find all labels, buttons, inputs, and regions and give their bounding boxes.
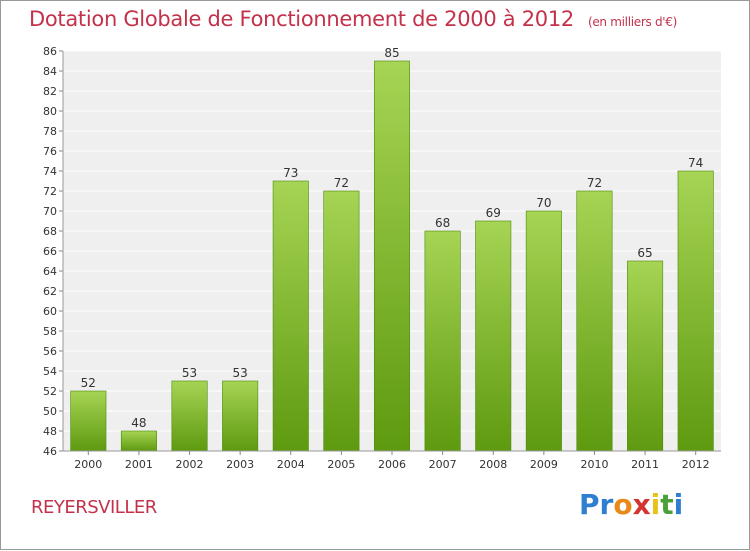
bar-value-label: 72 [334, 176, 349, 190]
bar-value-label: 48 [131, 416, 146, 430]
y-tick-label: 52 [43, 385, 57, 398]
x-tick-label: 2010 [580, 458, 608, 471]
bars [70, 60, 714, 452]
x-tick-label: 2011 [631, 458, 659, 471]
y-tick-label: 74 [43, 165, 57, 178]
y-tick-label: 58 [43, 325, 57, 338]
y-tick-label: 50 [43, 405, 57, 418]
y-tick-label: 82 [43, 85, 57, 98]
bar-2008 [475, 220, 512, 452]
bar-value-label: 70 [536, 196, 551, 210]
y-tick-label: 54 [43, 365, 57, 378]
y-tick-label: 70 [43, 205, 57, 218]
y-tick-label: 62 [43, 285, 57, 298]
chart-unit: (en milliers d'€) [587, 15, 677, 29]
bar-2012 [677, 170, 714, 452]
y-tick-label: 80 [43, 105, 57, 118]
x-tick-label: 2007 [429, 458, 457, 471]
chart-title: Dotation Globale de Fonctionnement de 20… [29, 7, 677, 31]
y-tick-label: 84 [43, 65, 57, 78]
logo-letter: o [613, 488, 633, 521]
logo-letter: t [660, 488, 674, 521]
y-tick-label: 60 [43, 305, 57, 318]
x-tick-label: 2001 [125, 458, 153, 471]
y-tick-label: 68 [43, 225, 57, 238]
bar-2000 [70, 390, 107, 452]
x-tick-label: 2002 [176, 458, 204, 471]
bar-2010 [576, 190, 613, 452]
bar-2004 [272, 180, 309, 452]
bar-2009 [525, 210, 562, 452]
x-tick-label: 2000 [74, 458, 102, 471]
logo-letter: i [673, 488, 684, 521]
bar-2006 [373, 60, 411, 452]
x-tick-label: 2012 [682, 458, 710, 471]
x-tick-label: 2004 [277, 458, 305, 471]
y-tick-label: 78 [43, 125, 57, 138]
logo-letter: r [599, 488, 614, 521]
y-tick-label: 86 [43, 45, 57, 58]
x-tick-label: 2005 [327, 458, 355, 471]
bar-2011 [627, 260, 664, 452]
bar-value-label: 68 [435, 216, 450, 230]
logo-letter: i [650, 488, 661, 521]
bar-2003 [222, 380, 259, 452]
x-tick-label: 2003 [226, 458, 254, 471]
bar-value-label: 65 [637, 246, 652, 260]
commune-name: REYERSVILLER [31, 497, 157, 518]
bar-2001 [120, 430, 157, 452]
x-tick-label: 2008 [479, 458, 507, 471]
y-tick-label: 64 [43, 265, 57, 278]
bar-value-label: 53 [233, 366, 248, 380]
axes [59, 50, 721, 455]
bar-value-label: 72 [587, 176, 602, 190]
x-tick-label: 2006 [378, 458, 406, 471]
y-tick-label: 48 [43, 425, 57, 438]
bar-2005 [323, 190, 360, 452]
bar-value-label: 74 [688, 156, 703, 170]
bar-value-label: 73 [283, 166, 298, 180]
labels: 46 48 50 52 54 56 58 60 62 64 66 68 70 72 74 76 78 80 82 84… [43, 45, 710, 471]
bar-value-label: 69 [486, 206, 501, 220]
logo-letter: P [579, 488, 600, 521]
bar-2007 [424, 230, 461, 452]
y-tick-label: 76 [43, 145, 57, 158]
bar-value-label: 53 [182, 366, 197, 380]
y-tick-label: 72 [43, 185, 57, 198]
x-tick-label: 2009 [530, 458, 558, 471]
bar-value-label: 52 [81, 376, 96, 390]
bar-value-label: 85 [384, 46, 399, 60]
proxiti-logo: Proxiti [579, 488, 683, 521]
y-tick-label: 56 [43, 345, 57, 358]
y-tick-label: 66 [43, 245, 57, 258]
y-tick-label: 46 [43, 445, 57, 458]
chart-title-text: Dotation Globale de Fonctionnement de 20… [29, 7, 574, 31]
bar-2002 [171, 380, 208, 452]
logo-letter: x [632, 488, 651, 521]
